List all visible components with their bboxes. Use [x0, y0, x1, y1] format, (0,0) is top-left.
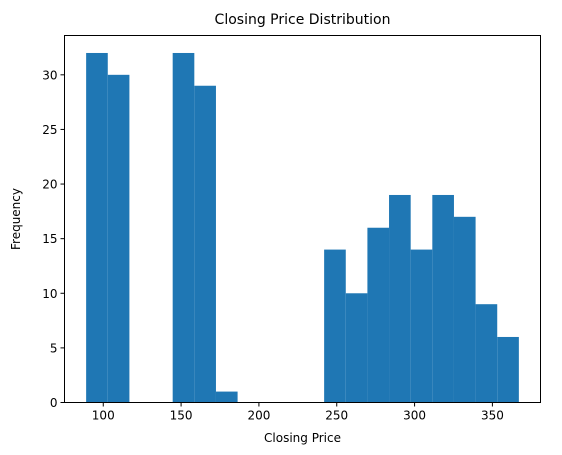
- histogram-bar-18: [475, 304, 498, 403]
- histogram-bar-17: [453, 216, 476, 403]
- histogram-bar-16: [432, 194, 454, 403]
- y-tick-label: 20: [42, 178, 57, 192]
- y-tick-label: 10: [42, 287, 57, 301]
- histogram-bar-13: [367, 227, 390, 403]
- x-tick-label: 250: [325, 409, 348, 423]
- bars: [86, 52, 519, 403]
- x-tick-label: 300: [403, 409, 426, 423]
- x-tick-label: 150: [170, 409, 193, 423]
- y-axis-label: Frequency: [9, 188, 23, 250]
- x-tick-label: 350: [481, 409, 504, 423]
- histogram-bar-14: [389, 194, 411, 403]
- x-axis-label: Closing Price: [264, 431, 341, 445]
- histogram-bar-15: [410, 249, 433, 403]
- x-tick-label: 100: [92, 409, 115, 423]
- x-axis: 100 150 200 250 300 350: [92, 402, 504, 423]
- chart-title: Closing Price Distribution: [215, 12, 391, 28]
- y-tick-label: 0: [50, 396, 58, 410]
- histogram-bar-4: [172, 52, 195, 403]
- histogram-bar-6: [215, 391, 238, 403]
- histogram-bar-1: [107, 74, 130, 403]
- y-tick-label: 30: [42, 68, 57, 82]
- histogram-bar-0: [86, 52, 108, 403]
- y-tick-label: 15: [42, 232, 57, 246]
- y-tick-label: 25: [42, 123, 57, 137]
- histogram-bar-11: [324, 249, 346, 403]
- plot-area-frame: [64, 35, 541, 403]
- y-axis: 0 5 10 15 20 25 30: [42, 68, 65, 410]
- histogram-bar-5: [194, 85, 216, 403]
- y-tick-label: 5: [50, 341, 58, 355]
- histogram-bar-12: [345, 293, 368, 403]
- x-tick-label: 200: [247, 409, 270, 423]
- histogram-bar-19: [497, 336, 519, 403]
